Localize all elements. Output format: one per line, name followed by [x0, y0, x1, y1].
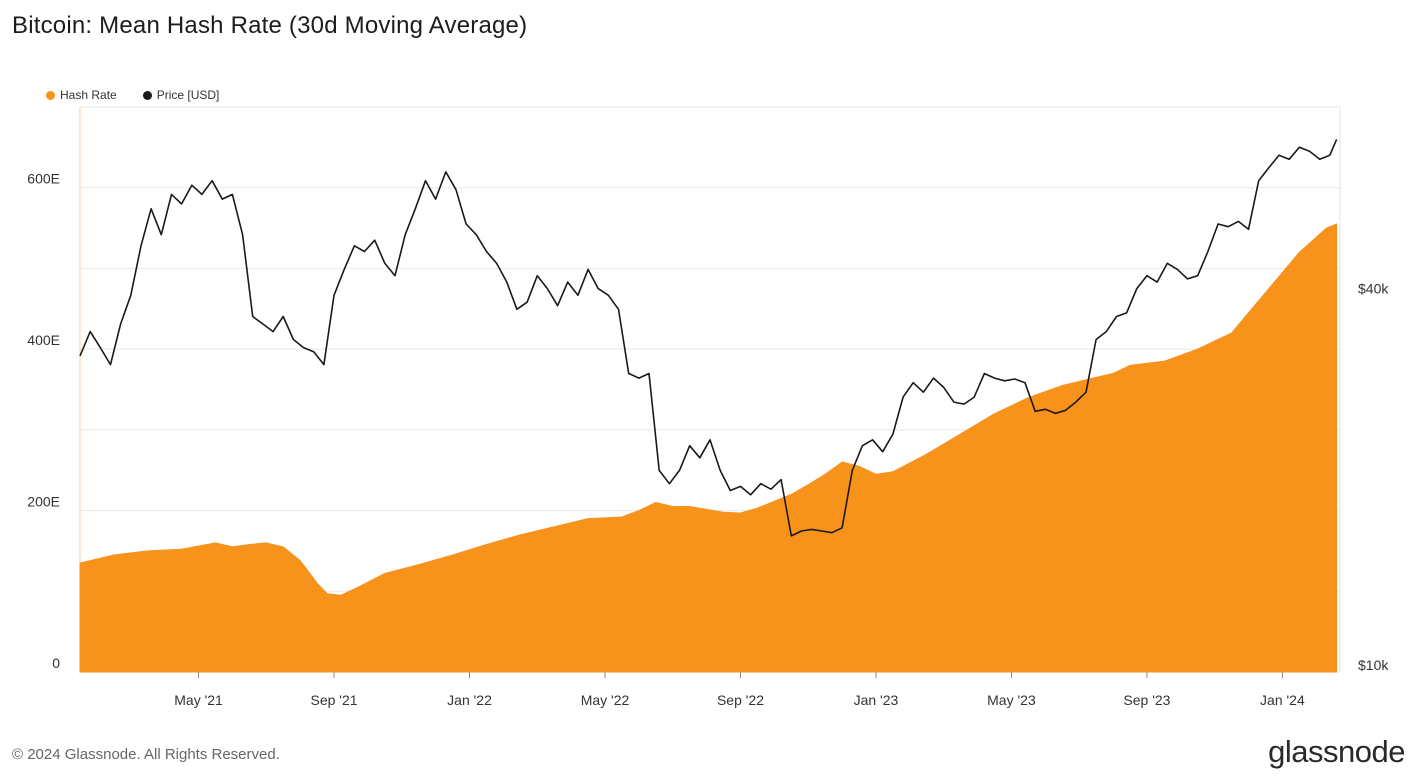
legend-item-price[interactable]: Price [USD]: [142, 88, 220, 102]
price-line: [79, 139, 1338, 537]
chart-legend: Hash Rate Price [USD]: [46, 88, 219, 102]
legend-item-hash-rate[interactable]: Hash Rate: [46, 88, 117, 102]
legend-label-hash-rate: Hash Rate: [60, 88, 117, 102]
x-tick-7: Sep '23: [1123, 692, 1170, 708]
x-tick-5: Jan '23: [854, 692, 899, 708]
hash-rate-dot-icon: [46, 90, 55, 100]
x-tick-8: Jan '24: [1260, 692, 1305, 708]
x-tick-2: Jan '22: [447, 692, 492, 708]
y-left-tick-1: 200E: [27, 494, 60, 510]
x-tick-4: Sep '22: [717, 692, 764, 708]
y-left-tick-0: 0: [52, 655, 60, 671]
copyright-footer: © 2024 Glassnode. All Rights Reserved.: [12, 746, 280, 763]
hash-rate-area: [79, 223, 1338, 673]
y-right-tick-0: $10k: [1358, 657, 1389, 673]
y-left-tick-3: 600E: [27, 171, 60, 187]
chart-title: Bitcoin: Mean Hash Rate (30d Moving Aver…: [12, 12, 528, 39]
y-left-tick-2: 400E: [27, 332, 60, 348]
x-tick-6: May '23: [987, 692, 1036, 708]
y-right-tick-1: $40k: [1358, 280, 1389, 296]
x-tick-0: May '21: [174, 692, 223, 708]
chart-canvas: 0 200E 400E 600E $10k $40k May '21 Sep '21 Jan '…: [27, 106, 1389, 708]
legend-label-price: Price [USD]: [156, 88, 220, 102]
x-tick-1: Sep '21: [311, 692, 358, 708]
price-dot-icon: [142, 90, 152, 100]
glassnode-logo: glassnode: [1268, 734, 1405, 769]
x-tick-3: May '22: [581, 692, 630, 708]
